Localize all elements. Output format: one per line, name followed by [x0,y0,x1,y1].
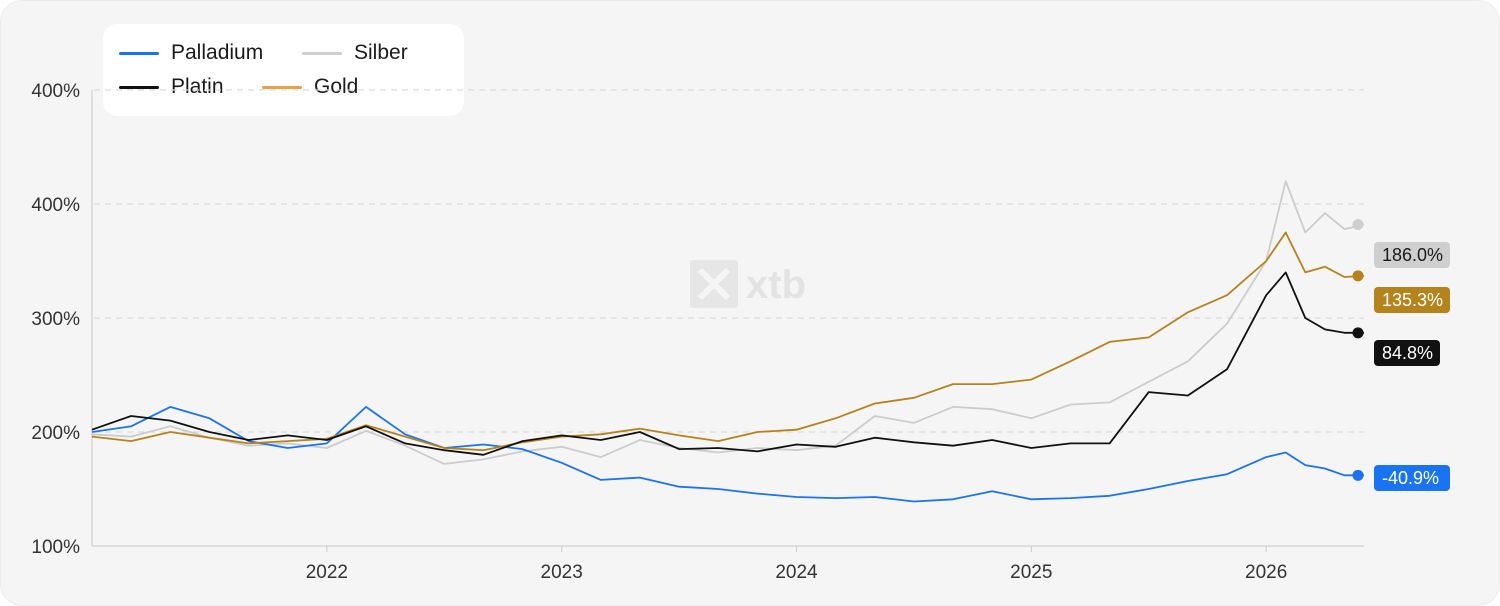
end-label-palladium: -40.9% [1382,468,1439,488]
legend-label-silber: Silber [354,41,408,64]
y-tick-label: 400% [31,81,80,102]
legend-item-silber[interactable]: Silber [302,41,408,65]
end-label-platin: 84.8% [1382,343,1433,363]
end-label-gold: 135.3% [1382,290,1443,310]
y-tick-label: 100% [31,537,80,558]
legend-label-platin: Platin [171,75,224,98]
legend-label-palladium: Palladium [171,41,264,64]
end-label-box-platin [1374,340,1440,366]
end-marker-platin [1352,327,1364,339]
legend-swatch-platin [119,85,159,89]
end-marker-palladium [1352,469,1364,481]
end-label-box-silber [1374,242,1450,268]
y-tick-label: 300% [31,309,80,330]
watermark-text: xtb [746,263,806,307]
series-line-silber [91,180,1365,465]
x-tick-label: 2026 [1245,562,1287,583]
xtb-logo-watermark: xtb [690,260,806,308]
y-tick-label: 200% [31,423,80,444]
chart-legend: Palladium Silber Platin Gold [103,24,464,116]
legend-label-gold: Gold [314,75,359,98]
series-line-platin [91,271,1364,456]
legend-swatch-silber [302,51,342,55]
legend-item-palladium[interactable]: Palladium [119,41,263,65]
legend-item-platin[interactable]: Platin [119,75,224,99]
x-tick-label: 2022 [306,562,348,583]
series-line-palladium [91,406,1364,503]
end-marker-gold [1352,270,1364,282]
legend-swatch-palladium [119,51,159,55]
end-marker-silber [1352,219,1364,231]
y-tick-label: 400% [31,195,80,216]
end-label-silber: 186.0% [1382,245,1443,265]
x-tick-label: 2023 [541,562,583,583]
legend-item-gold[interactable]: Gold [262,75,358,99]
x-tick-label: 2025 [1010,562,1052,583]
legend-swatch-gold [262,85,302,89]
end-label-box-gold [1374,287,1450,313]
end-label-box-palladium [1374,465,1450,491]
x-tick-label: 2024 [775,562,818,583]
